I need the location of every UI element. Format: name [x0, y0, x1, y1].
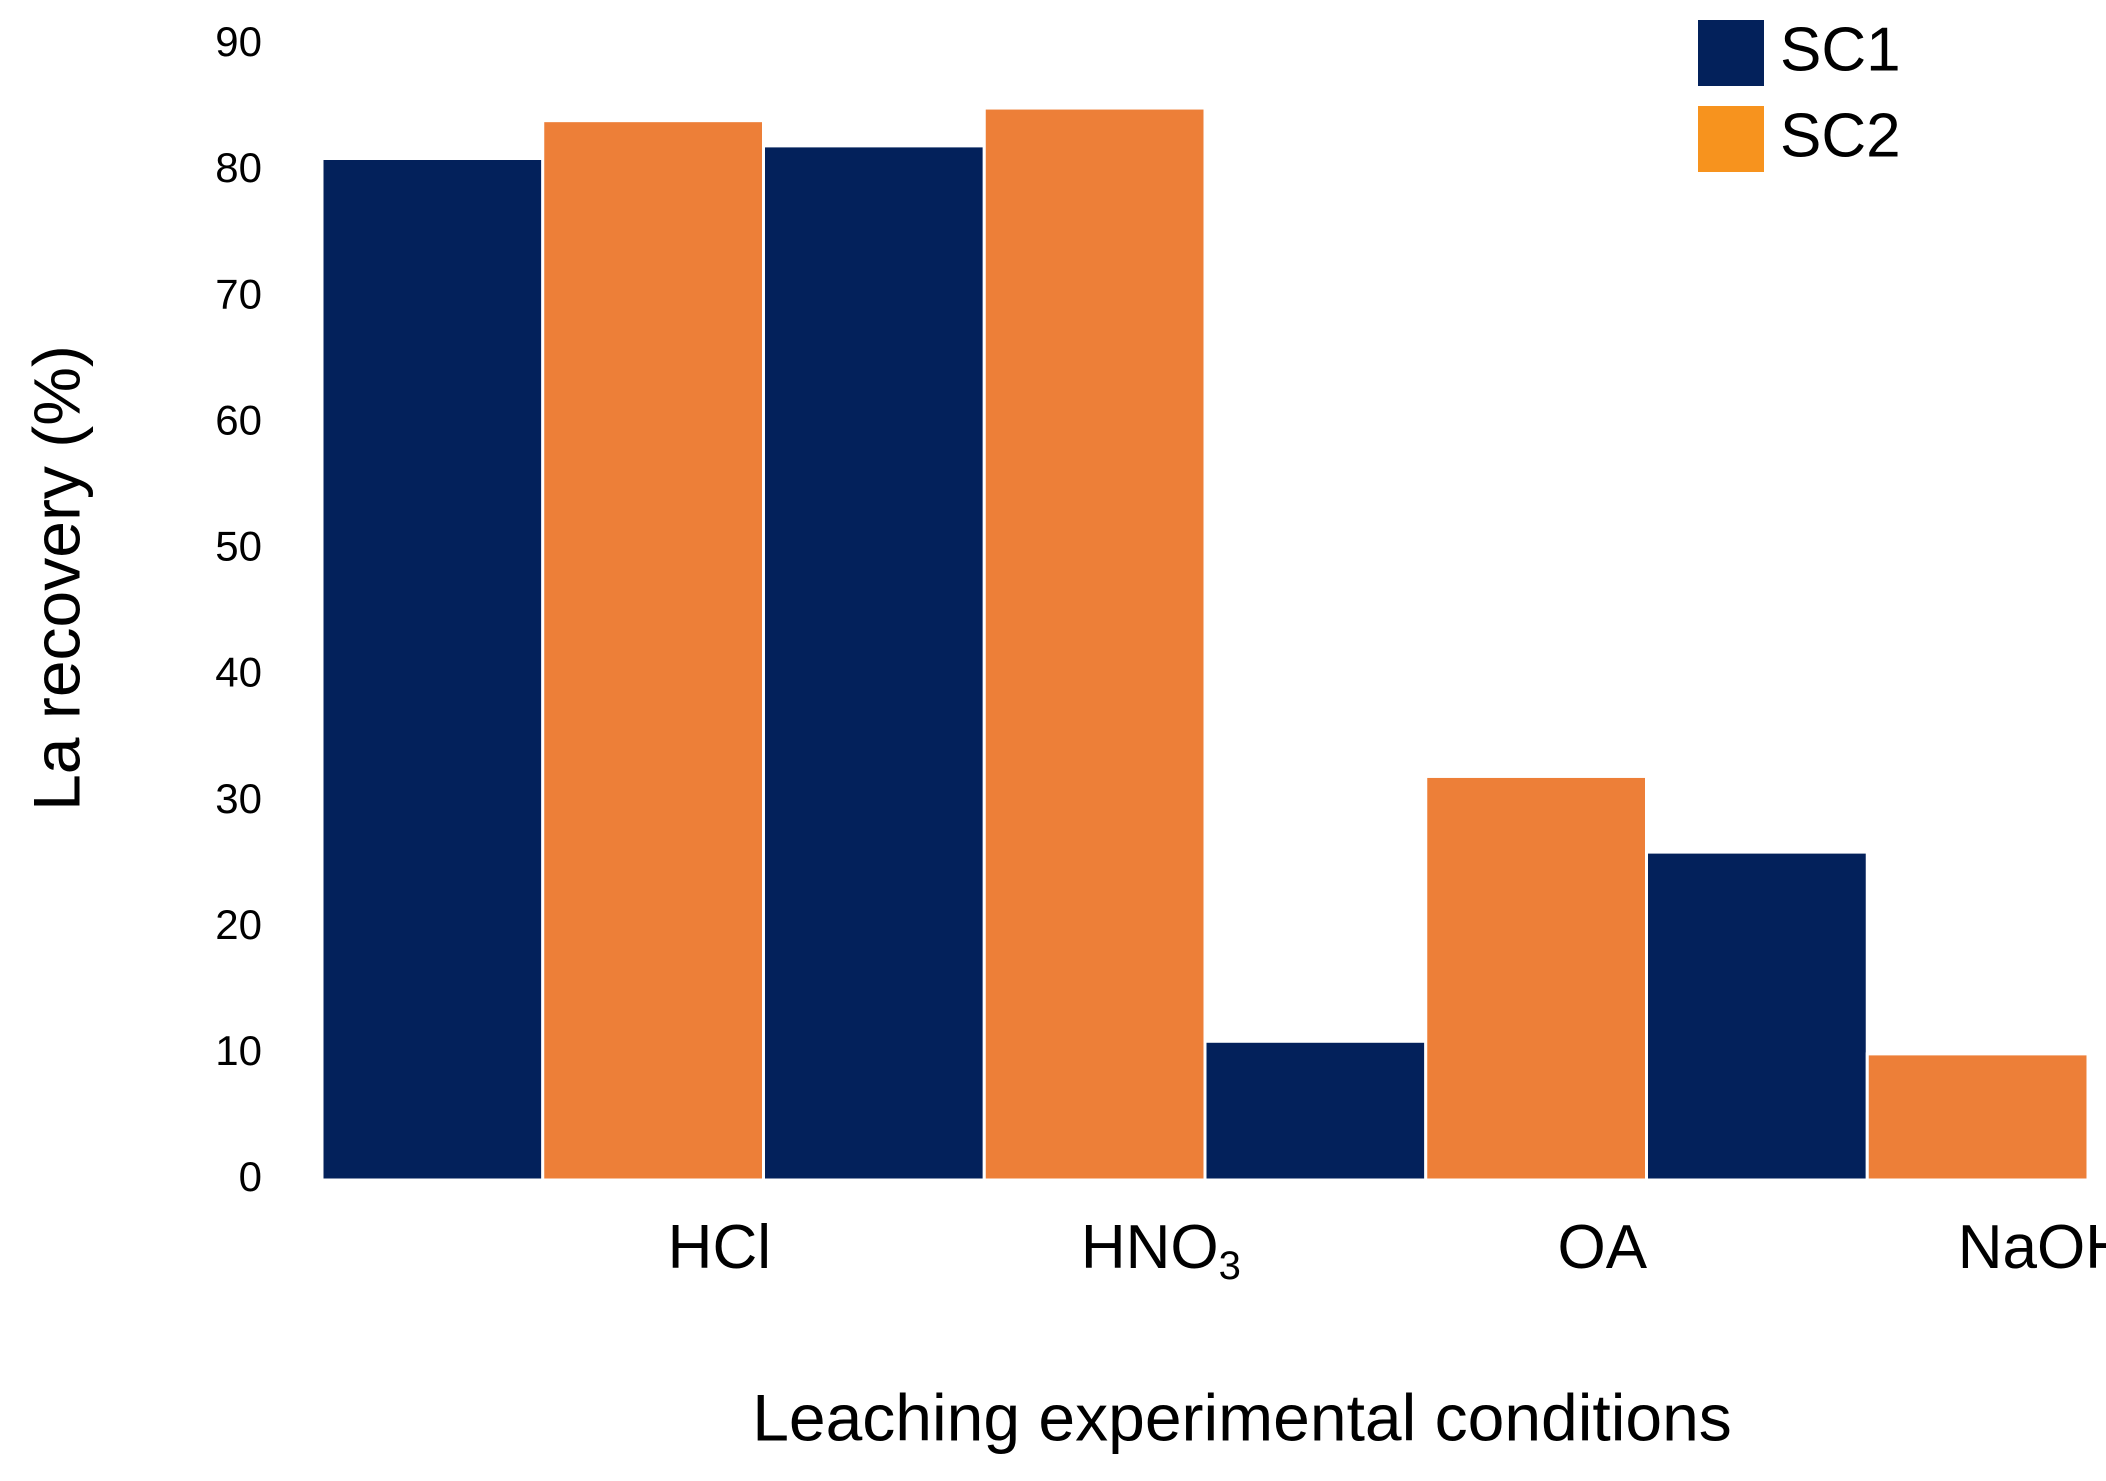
- y-tick-label: 90: [215, 18, 262, 65]
- y-tick-label: 30: [215, 775, 262, 822]
- bar-sc1-hno: [762, 144, 986, 1182]
- bar-sc1-oa: [1203, 1039, 1428, 1182]
- x-axis-category-labels: HCl HNO3 OA NaOH: [668, 1213, 2106, 1287]
- x-category-label: NaOH: [1958, 1213, 2106, 1282]
- bar-sc2-naoh: [1865, 1052, 2090, 1182]
- bar-sc1-naoh: [1645, 850, 1869, 1182]
- legend-swatch-sc2: [1698, 106, 1764, 172]
- y-axis-title: La recovery (%): [19, 345, 93, 811]
- y-tick-label: 60: [215, 396, 262, 443]
- x-category-label: HNO3: [1081, 1213, 1241, 1287]
- x-category-label: HCl: [668, 1213, 771, 1282]
- bar-sc2-hno: [982, 106, 1207, 1182]
- bar-sc2-hcl: [541, 119, 765, 1182]
- x-category-label: OA: [1558, 1213, 1648, 1282]
- y-tick-label: 40: [215, 649, 262, 696]
- bar-sc2-oa: [1424, 774, 1648, 1182]
- legend-label-sc1: SC1: [1780, 15, 1901, 84]
- x-axis-title: Leaching experimental conditions: [752, 1380, 1732, 1454]
- y-tick-label: 10: [215, 1027, 262, 1074]
- y-tick-label: 20: [215, 901, 262, 948]
- legend-swatch-sc1: [1698, 20, 1764, 86]
- bars: [320, 106, 2090, 1182]
- y-tick-label: 70: [215, 270, 262, 317]
- y-tick-label: 80: [215, 144, 262, 191]
- y-tick-label: 0: [239, 1153, 262, 1200]
- y-axis-ticks: 0 10 20 30 40 50 60 70 80 90: [215, 18, 262, 1200]
- legend-label-sc2: SC2: [1780, 101, 1901, 170]
- bar-sc1-hcl: [320, 157, 545, 1182]
- y-tick-label: 50: [215, 523, 262, 570]
